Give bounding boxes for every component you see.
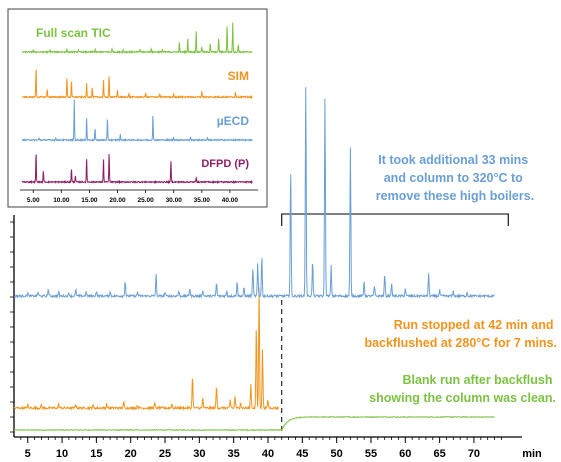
inset-chart: 5.00 10.00 15.00 20.00 25.00 30.00 35.00 40.00 … bbox=[7, 8, 268, 208]
inset-x-tick-label: 10.00 bbox=[53, 197, 70, 204]
inset-x-tick-label: 35.00 bbox=[194, 197, 211, 204]
main-series bbox=[13, 87, 495, 432]
inset-x-tick-label: 15.00 bbox=[81, 197, 98, 204]
inset-x-tick-label: 20.00 bbox=[109, 197, 126, 204]
x-tick-label: 15 bbox=[90, 448, 102, 460]
inset-series bbox=[21, 22, 253, 185]
x-tick-label: 50 bbox=[331, 448, 343, 460]
x-tick-label: 40 bbox=[262, 448, 274, 460]
annotation-high-boilers: It took additional 33 mins and column to… bbox=[376, 153, 534, 203]
x-tick-label: 45 bbox=[296, 448, 308, 460]
inset-series-line-orange bbox=[21, 69, 253, 100]
series-line-orange bbox=[13, 287, 279, 411]
inset-label-dfpd: DFPD (P) bbox=[201, 158, 249, 170]
y-axis-ticks bbox=[10, 221, 14, 433]
annotation-blank-run: Blank run after backflush showing the co… bbox=[369, 373, 556, 405]
x-tick-label: 20 bbox=[125, 448, 137, 460]
annotation-backflush-line-1: Run stopped at 42 min and bbox=[394, 318, 554, 332]
x-tick-label: 35 bbox=[228, 448, 240, 460]
x-axis-tick-labels: 5 10 15 20 25 30 35 40 45 50 55 60 65 70 bbox=[25, 448, 480, 460]
inset-x-tick-label: 5.00 bbox=[27, 197, 40, 204]
high-boilers-bracket bbox=[281, 213, 509, 226]
inset-x-axis-tick-labels: 5.00 10.00 15.00 20.00 25.00 30.00 35.00 40.00 bbox=[27, 197, 239, 204]
inset-x-tick-label: 30.00 bbox=[166, 197, 183, 204]
annotation-blank-run-line-1: Blank run after backflush bbox=[402, 373, 552, 387]
x-tick-label: 70 bbox=[468, 448, 480, 460]
series-line-green bbox=[13, 415, 495, 432]
inset-series-line-green bbox=[21, 22, 253, 55]
inset-frame bbox=[7, 8, 268, 208]
series-line-blue bbox=[13, 87, 495, 299]
annotation-backflush: Run stopped at 42 min and backflushed at… bbox=[364, 318, 557, 350]
annotation-backflush-line-2: backflushed at 280°C for 7 mins. bbox=[364, 336, 557, 350]
x-tick-label: 55 bbox=[365, 448, 377, 460]
main-chart: 5 10 15 20 25 30 35 40 45 50 55 60 65 70 min It took … bbox=[10, 87, 557, 460]
inset-series-line-purple bbox=[21, 153, 253, 185]
x-tick-label: 5 bbox=[25, 448, 31, 460]
x-axis-label: min bbox=[522, 448, 542, 460]
inset-label-sim: SIM bbox=[228, 69, 249, 83]
x-tick-label: 10 bbox=[56, 448, 68, 460]
x-axis-ticks bbox=[20, 437, 502, 443]
inset-x-tick-label: 40.00 bbox=[222, 197, 239, 204]
x-tick-label: 60 bbox=[399, 448, 411, 460]
x-tick-label: 30 bbox=[193, 448, 205, 460]
inset-x-axis-ticks bbox=[32, 190, 231, 193]
x-tick-label: 25 bbox=[159, 448, 171, 460]
annotation-high-boilers-line-2: and column to 320°C to bbox=[384, 171, 523, 185]
inset-x-tick-label: 25.00 bbox=[137, 197, 154, 204]
inset-series-line-blue bbox=[21, 99, 253, 143]
annotation-blank-run-line-2: showing the column was clean. bbox=[369, 391, 556, 405]
inset-label-uecd: µECD bbox=[217, 114, 250, 128]
annotation-high-boilers-line-3: remove these high boilers. bbox=[376, 189, 534, 203]
x-tick-label: 65 bbox=[433, 448, 445, 460]
inset-label-full-scan-tic: Full scan TIC bbox=[36, 26, 111, 40]
annotation-high-boilers-line-1: It took additional 33 mins bbox=[378, 153, 528, 167]
